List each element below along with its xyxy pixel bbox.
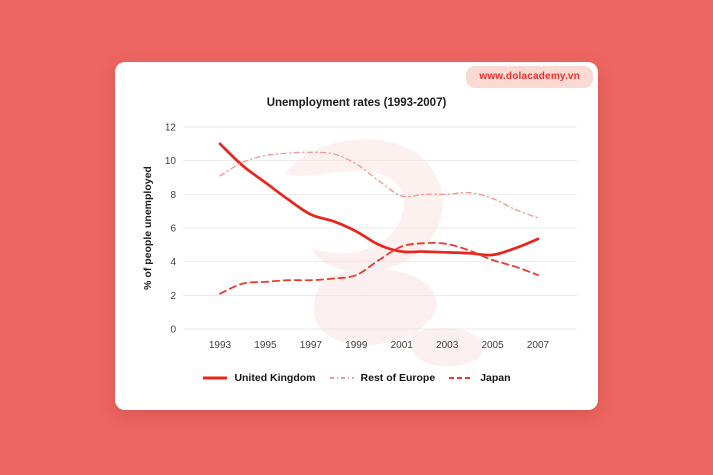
legend-label: Rest of Europe [360, 372, 436, 384]
y-tick-label: 2 [170, 291, 176, 302]
series-line-united-kingdom [218, 142, 540, 257]
x-tick-label: 1999 [345, 340, 368, 351]
x-tick-label: 2003 [436, 340, 459, 351]
y-tick-label: 6 [170, 224, 176, 235]
legend-item-rest-of-europe: Rest of Europe [329, 372, 436, 384]
chart-title: Unemployment rates (1993-2007) [266, 97, 447, 109]
y-tick-label: 12 [165, 123, 177, 134]
watermark-badge: www.dolacademy.vn [466, 66, 593, 88]
series-line-rest-of-europe [219, 151, 539, 219]
chart-card: www.dolacademy.vn Unemployment rates (19… [115, 62, 598, 410]
y-tick-label: 8 [170, 190, 176, 201]
y-tick-label: 0 [170, 325, 176, 336]
y-tick-label: 10 [165, 156, 177, 167]
x-tick-label: 1997 [300, 340, 323, 351]
x-axis-ticks: 1993 1995 1997 1999 2001 2003 2005 2007 [209, 340, 550, 351]
legend-label: Japan [480, 372, 511, 384]
legend-item-united-kingdom: United Kingdom [202, 372, 316, 384]
line-chart: 0 2 4 6 8 10 12 1993 1995 1997 1999 2001 2003 2005 20… [165, 123, 577, 367]
legend-item-japan: Japan [448, 372, 511, 384]
legend-swatch-rest-of-europe [329, 377, 354, 379]
x-tick-label: 2007 [527, 340, 550, 351]
x-tick-label: 1995 [254, 340, 277, 351]
logo-watermark-icon [285, 139, 484, 367]
legend-swatch-japan [449, 377, 474, 379]
chart-legend: United Kingdom Rest of Europe Japan [115, 368, 598, 388]
series-line-japan [219, 241, 539, 295]
legend-label: United Kingdom [234, 372, 316, 384]
x-tick-label: 1993 [209, 340, 232, 351]
watermark-text: www.dolacademy.vn [479, 71, 580, 82]
x-tick-label: 2005 [481, 340, 504, 351]
y-axis-ticks: 0 2 4 6 8 10 12 [165, 123, 177, 336]
gridlines [183, 126, 577, 330]
legend-swatch-united-kingdom [203, 376, 228, 380]
x-tick-label: 2001 [391, 340, 414, 351]
y-tick-label: 4 [170, 257, 176, 268]
series-lines [218, 142, 540, 295]
